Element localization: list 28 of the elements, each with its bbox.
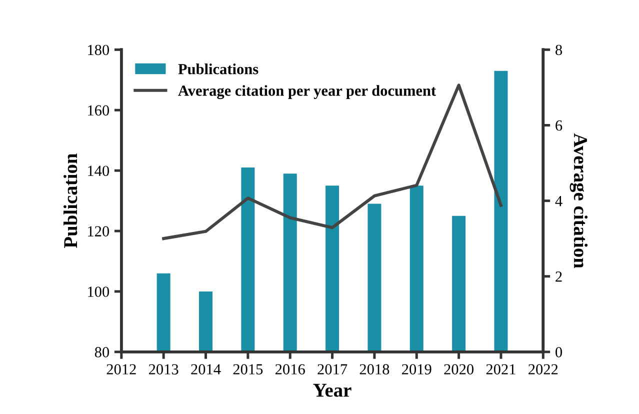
legend-label: Average citation per year per document — [178, 85, 436, 100]
x-tick-label: 2015 — [233, 364, 263, 374]
y-tick-label: 140 — [88, 166, 110, 176]
x-tick-label: 2021 — [486, 364, 516, 374]
x-tick-label: 2018 — [360, 364, 390, 374]
y2-tick-label: 8 — [556, 44, 562, 56]
x-axis-title: Year — [313, 384, 352, 397]
x-tick-label: 2019 — [402, 364, 432, 374]
y-tick-label: 80 — [94, 347, 110, 358]
x-tick-label: 2016 — [276, 364, 305, 374]
y2-axis-title: Average citation — [570, 133, 588, 268]
x-tick-label: 2013 — [148, 364, 178, 374]
y-axis-title: Publication — [64, 154, 78, 248]
legend-label: Publications — [178, 64, 258, 74]
x-tick-label: 2022 — [528, 364, 558, 374]
y2-tick-label: 4 — [555, 196, 562, 206]
x-tick-label: 2017 — [318, 364, 348, 374]
x-tick-label: 2014 — [191, 364, 221, 374]
y-tick-label: 120 — [88, 226, 110, 236]
x-tick-label: 2020 — [444, 364, 474, 374]
x-tick-label: 2012 — [106, 364, 136, 374]
y-tick-label: 160 — [88, 105, 110, 116]
y2-tick-label: 0 — [556, 347, 562, 358]
y-tick-label: 180 — [88, 44, 110, 56]
y2-tick-label: 6 — [556, 120, 562, 131]
line-series — [162, 84, 503, 240]
y-tick-label: 100 — [88, 286, 110, 297]
y2-tick-label: 2 — [556, 272, 562, 282]
